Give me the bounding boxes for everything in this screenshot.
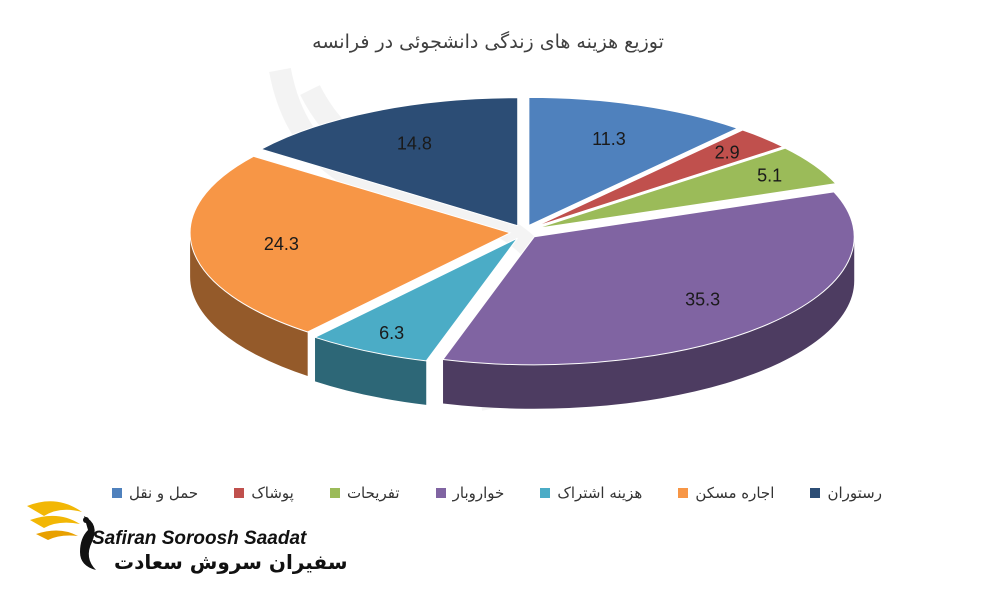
pie-slice-3 bbox=[536, 147, 837, 230]
legend-swatch-3 bbox=[329, 488, 340, 498]
legend-label-2: پوشاک bbox=[251, 484, 294, 502]
legend-swatch-1 bbox=[112, 488, 122, 498]
chart-title: توزیع هزینه های زندگی دانشجوئی در فرانسه bbox=[312, 30, 664, 53]
pie-slice-1 bbox=[528, 96, 739, 227]
chart-legend: حمل و نقل پوشاک تفریحات خوارو‌بار هزینه اشتر… bbox=[112, 484, 882, 502]
legend-item-2: پوشاک bbox=[234, 484, 294, 502]
slice-value-label-3: 5.1 bbox=[757, 165, 782, 185]
pie-slice-side-6 bbox=[190, 232, 308, 376]
legend-swatch-7 bbox=[810, 488, 821, 498]
company-logo: Safiran Soroosh Saadat سفیران سروش سعادت bbox=[22, 494, 348, 584]
logo-name-en: Safiran Soroosh Saadat bbox=[92, 528, 307, 549]
legend-item-3: تفریحات bbox=[329, 484, 400, 502]
legend-label-7: رستوران bbox=[827, 484, 882, 502]
legend-item-5: هزینه اشتراک bbox=[540, 484, 642, 502]
legend-label-5: هزینه اشتراک bbox=[557, 484, 643, 502]
legend-item-7: رستوران bbox=[810, 484, 882, 502]
pie-slice-side-5 bbox=[315, 337, 427, 405]
logo-name-fa: سفیران سروش سعادت bbox=[114, 550, 348, 574]
pie-slice-7 bbox=[259, 97, 519, 227]
slice-value-label-2: 2.9 bbox=[715, 142, 740, 162]
pie-slice-5 bbox=[313, 237, 518, 362]
slice-value-label-6: 24.3 bbox=[264, 234, 299, 254]
pie-slice-2 bbox=[533, 129, 785, 228]
legend-item-1: حمل و نقل bbox=[112, 484, 198, 502]
legend-label-3: تفریحات bbox=[346, 484, 400, 502]
swan-logo-icon bbox=[27, 501, 96, 570]
pie-slice-4 bbox=[442, 191, 855, 366]
legend-swatch-5 bbox=[540, 488, 551, 498]
slice-value-label-1: 11.3 bbox=[592, 129, 626, 149]
pie-slice-side-4 bbox=[443, 236, 855, 409]
legend-label-1: حمل و نقل bbox=[129, 484, 199, 502]
legend-swatch-6 bbox=[678, 488, 689, 498]
legend-label-6: اجاره مسکن bbox=[695, 484, 775, 502]
legend-swatch-4 bbox=[435, 488, 446, 498]
pie-slice-6 bbox=[189, 155, 512, 333]
legend-item-4: خوارو‌بار bbox=[435, 484, 505, 502]
legend-label-4: خوارو‌بار bbox=[452, 484, 505, 502]
slice-value-label-5: 6.3 bbox=[379, 323, 404, 343]
slice-value-label-4: 35.3 bbox=[685, 290, 720, 310]
legend-item-6: اجاره مسکن bbox=[678, 484, 774, 502]
legend-swatch-2 bbox=[234, 488, 245, 498]
slice-value-label-7: 14.8 bbox=[397, 133, 432, 153]
